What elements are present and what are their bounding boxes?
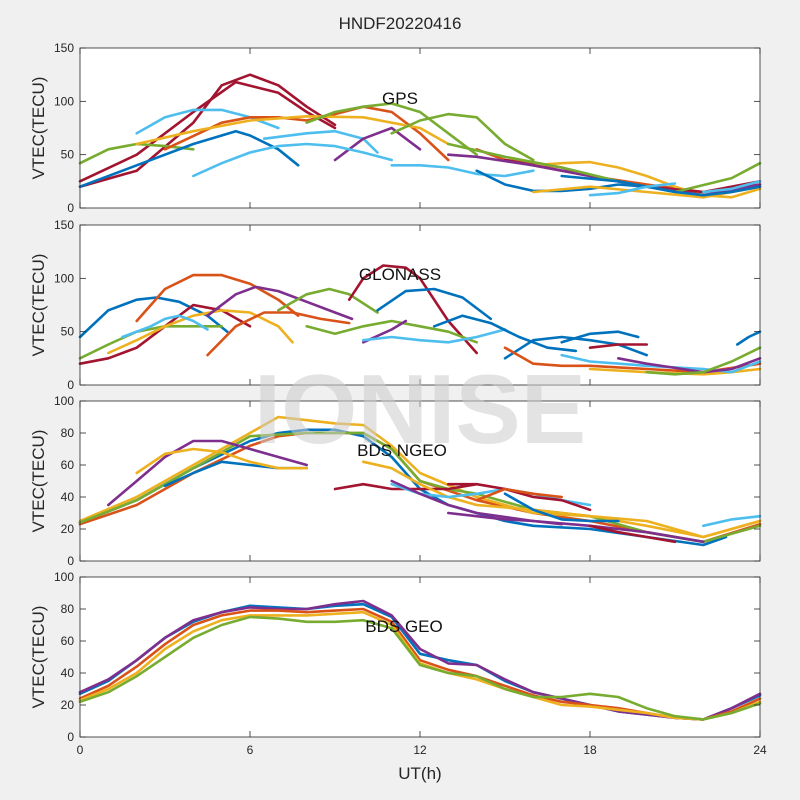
y-tick-label: 0 [67, 554, 74, 568]
panel-1: 0 50 100 150 VTEC(TECU) GPS [29, 41, 762, 215]
panel-title: GPS [382, 89, 418, 108]
series-line [735, 330, 762, 346]
series-line [588, 343, 649, 350]
y-tick-label: 40 [61, 490, 75, 504]
x-tick-label: 12 [413, 743, 427, 757]
y-tick-label: 150 [54, 218, 74, 232]
series-line [78, 599, 762, 721]
series-line [560, 174, 762, 197]
y-tick-label: 50 [61, 148, 75, 162]
series-group [78, 415, 762, 547]
series-line [390, 164, 535, 178]
series-line [588, 367, 762, 376]
series-line [588, 524, 677, 544]
x-tick-label: 18 [583, 743, 597, 757]
series-line [78, 80, 337, 183]
series-line [276, 287, 379, 314]
series-line [503, 492, 620, 523]
y-tick-label: 100 [54, 271, 74, 285]
y-tick-label: 0 [67, 201, 74, 215]
series-line [616, 356, 762, 374]
x-axis-label: UT(h) [398, 764, 442, 783]
series-line [78, 129, 300, 188]
series-line [206, 285, 354, 321]
series-line [645, 346, 762, 376]
series-group [78, 599, 762, 721]
series-line [701, 180, 762, 194]
y-tick-label: 0 [67, 378, 74, 392]
panel-3: 0 20 40 60 80 100 VTEC(TECU) BDS NGEO [29, 394, 762, 568]
y-axis-label: VTEC(TECU) [29, 77, 48, 180]
series-line [701, 514, 762, 528]
series-line [376, 287, 493, 321]
y-tick-label: 50 [61, 325, 75, 339]
series-line [135, 273, 300, 323]
series-line [432, 314, 578, 353]
panel-title: BDS GEO [365, 617, 442, 636]
x-tick-label: 24 [753, 743, 767, 757]
series-line [192, 142, 394, 178]
series-line [305, 319, 479, 344]
series-line [446, 511, 564, 526]
series-line [475, 487, 564, 502]
y-axis-label: VTEC(TECU) [29, 254, 48, 357]
series-line [121, 314, 209, 339]
y-tick-label: 100 [54, 94, 74, 108]
x-tick-label: 6 [247, 743, 254, 757]
y-tick-label: 80 [61, 602, 75, 616]
x-tick-label: 0 [77, 743, 84, 757]
y-tick-label: 100 [54, 570, 74, 584]
series-line [446, 482, 592, 512]
y-tick-label: 150 [54, 41, 74, 55]
series-group [78, 264, 762, 376]
series-line [78, 324, 223, 360]
figure-title: HNDF20220416 [338, 14, 462, 33]
panel-title: GLONASS [359, 265, 441, 284]
panel-2: 0 50 100 150 VTEC(TECU) GLONASS [29, 218, 762, 392]
series-line [390, 479, 705, 544]
series-line [78, 431, 762, 544]
series-line [107, 439, 309, 507]
series-line [262, 129, 379, 154]
series-line [361, 460, 762, 539]
y-tick-label: 20 [61, 698, 75, 712]
panel-background [80, 577, 760, 737]
series-line [206, 311, 351, 357]
series-line [78, 615, 762, 721]
y-tick-label: 80 [61, 426, 75, 440]
series-line [305, 102, 479, 156]
y-tick-label: 0 [67, 730, 74, 744]
y-axis-label: VTEC(TECU) [29, 430, 48, 533]
watermark-text: IONISE [254, 354, 586, 464]
y-tick-label: 60 [61, 634, 75, 648]
series-line [560, 330, 640, 344]
y-tick-label: 20 [61, 522, 75, 536]
series-line [588, 182, 677, 197]
series-line [361, 328, 507, 344]
y-tick-label: 40 [61, 666, 75, 680]
series-line [107, 308, 294, 355]
y-tick-label: 100 [54, 394, 74, 408]
series-line [390, 112, 535, 162]
series-line [135, 115, 450, 146]
panel-4: 0 20 40 60 80 100 0 6 12 18 24 VTEC(TECU) BDS GEO [29, 570, 767, 757]
series-group [78, 73, 762, 199]
panel-title: BDS NGEO [357, 441, 447, 460]
series-line [135, 447, 309, 475]
y-axis-label: VTEC(TECU) [29, 606, 48, 709]
series-line [531, 160, 762, 199]
y-tick-label: 60 [61, 458, 75, 472]
series-line [475, 169, 649, 193]
